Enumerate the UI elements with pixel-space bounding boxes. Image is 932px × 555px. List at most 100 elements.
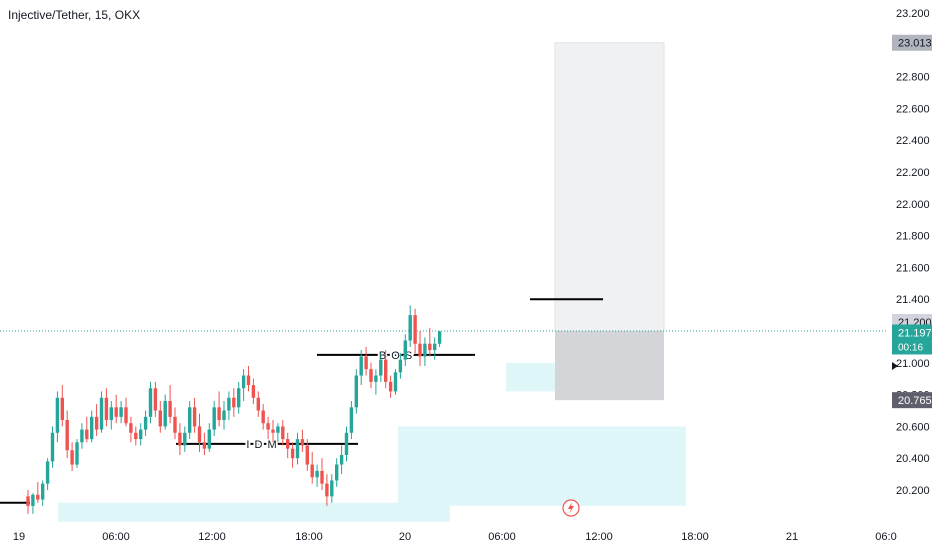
- candle[interactable]: [300, 439, 305, 446]
- candle[interactable]: [379, 359, 383, 376]
- candle[interactable]: [188, 407, 192, 433]
- candle[interactable]: [256, 397, 260, 411]
- candle[interactable]: [325, 483, 329, 497]
- candle[interactable]: [114, 407, 118, 417]
- candle[interactable]: [119, 407, 123, 417]
- candle[interactable]: [388, 381, 393, 392]
- candle[interactable]: [408, 315, 412, 341]
- candle[interactable]: [271, 429, 275, 433]
- candle[interactable]: [315, 470, 319, 478]
- candle[interactable]: [104, 397, 109, 421]
- idm-label: I D M: [246, 439, 277, 451]
- candle[interactable]: [55, 397, 60, 433]
- bos-label: B O S: [379, 350, 413, 362]
- candle[interactable]: [413, 315, 417, 344]
- candle[interactable]: [90, 416, 94, 440]
- candle[interactable]: [237, 388, 241, 408]
- candle[interactable]: [251, 385, 256, 398]
- candle[interactable]: [437, 331, 442, 344]
- candle[interactable]: [241, 375, 246, 389]
- candle[interactable]: [80, 429, 84, 443]
- candle[interactable]: [45, 461, 50, 484]
- candle[interactable]: [178, 432, 182, 446]
- candle[interactable]: [134, 432, 138, 440]
- candle[interactable]: [148, 388, 153, 417]
- candle[interactable]: [428, 343, 432, 351]
- candle[interactable]: [26, 496, 30, 506]
- candle[interactable]: [168, 400, 172, 417]
- candle[interactable]: [173, 416, 177, 433]
- candle[interactable]: [295, 439, 300, 459]
- candle[interactable]: [418, 343, 422, 357]
- candle[interactable]: [207, 429, 211, 449]
- last-price-tag: [892, 324, 932, 355]
- y-axis-tick-label: 20.200: [896, 485, 930, 497]
- candle[interactable]: [246, 375, 251, 386]
- candle[interactable]: [153, 388, 158, 411]
- candle[interactable]: [320, 470, 324, 484]
- candle[interactable]: [192, 407, 197, 427]
- candle[interactable]: [85, 429, 89, 440]
- candle[interactable]: [339, 455, 344, 465]
- x-axis-tick-label: 18:00: [681, 531, 709, 543]
- candle[interactable]: [393, 372, 398, 392]
- candle[interactable]: [290, 448, 295, 459]
- candle[interactable]: [354, 375, 358, 408]
- candle[interactable]: [129, 423, 133, 433]
- candle[interactable]: [139, 429, 143, 440]
- candle[interactable]: [124, 407, 128, 424]
- candle[interactable]: [286, 439, 290, 449]
- candle[interactable]: [266, 423, 270, 430]
- candle[interactable]: [94, 416, 99, 430]
- candle[interactable]: [227, 397, 231, 411]
- candle[interactable]: [276, 426, 280, 433]
- x-axis-tick-label: 19: [13, 531, 25, 543]
- candle[interactable]: [212, 407, 216, 430]
- candle[interactable]: [50, 432, 55, 462]
- candle[interactable]: [143, 416, 148, 430]
- candle[interactable]: [158, 410, 162, 427]
- candle[interactable]: [41, 483, 45, 500]
- candle[interactable]: [403, 340, 407, 360]
- candle[interactable]: [99, 397, 104, 430]
- candle[interactable]: [281, 426, 285, 440]
- candle[interactable]: [232, 397, 236, 408]
- candle[interactable]: [310, 464, 314, 478]
- candle[interactable]: [202, 442, 207, 449]
- candle[interactable]: [359, 356, 363, 376]
- candle[interactable]: [163, 400, 167, 427]
- candle[interactable]: [384, 359, 388, 382]
- target-zone[interactable]: [554, 42, 665, 332]
- candle[interactable]: [344, 432, 349, 456]
- x-axis-tick-label: 06:00: [102, 531, 130, 543]
- candle[interactable]: [364, 356, 368, 370]
- candle[interactable]: [183, 432, 187, 446]
- candle[interactable]: [31, 494, 35, 506]
- candle[interactable]: [261, 410, 265, 424]
- candle[interactable]: [65, 420, 69, 451]
- candle[interactable]: [335, 464, 339, 481]
- candle[interactable]: [330, 480, 334, 497]
- candle[interactable]: [217, 407, 221, 421]
- candle[interactable]: [70, 450, 74, 465]
- candle[interactable]: [369, 369, 373, 382]
- candle[interactable]: [305, 445, 309, 465]
- candle[interactable]: [75, 442, 79, 465]
- candle[interactable]: [374, 375, 378, 382]
- x-axis-tick-label: 21: [786, 531, 798, 543]
- candle[interactable]: [109, 407, 113, 421]
- candle[interactable]: [423, 343, 427, 357]
- candle[interactable]: [433, 343, 437, 351]
- y-axis-tick-label: 20.600: [896, 421, 930, 433]
- candle[interactable]: [398, 359, 403, 373]
- y-axis-tick-label: 22.200: [896, 167, 930, 179]
- candle[interactable]: [60, 397, 64, 421]
- stop-zone[interactable]: [555, 331, 664, 401]
- candle[interactable]: [222, 410, 226, 421]
- candle[interactable]: [197, 426, 202, 443]
- candle[interactable]: [349, 407, 354, 433]
- stop-price-label: 20.765: [898, 395, 932, 407]
- candle[interactable]: [36, 494, 40, 500]
